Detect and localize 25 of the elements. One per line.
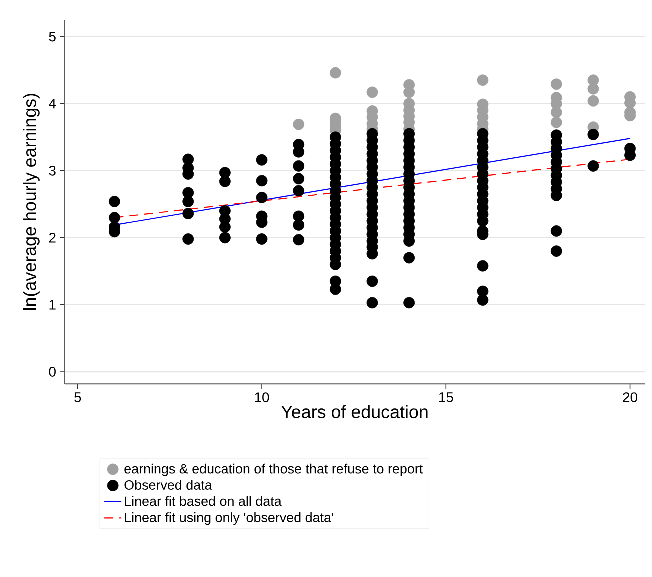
point bbox=[477, 74, 489, 86]
legend-label: earnings & education of those that refuse to report bbox=[124, 464, 424, 476]
point bbox=[588, 95, 600, 107]
x-axis-title: Years of education bbox=[281, 405, 428, 418]
point bbox=[550, 116, 562, 128]
y-tick-label: 5 bbox=[49, 32, 56, 42]
point bbox=[550, 106, 562, 118]
point bbox=[293, 118, 305, 130]
x-tick-label: 20 bbox=[623, 392, 638, 402]
y-tick-label: 3 bbox=[49, 166, 56, 176]
legend-label: Observed data bbox=[124, 480, 212, 490]
x-tick-label: 5 bbox=[74, 392, 82, 402]
legend-label: Linear fit using only 'observed data' bbox=[125, 512, 334, 526]
point bbox=[330, 67, 342, 79]
x-tick-label: 10 bbox=[255, 392, 270, 402]
y-tick-label: 1 bbox=[50, 300, 56, 310]
x-tick-label: 15 bbox=[439, 392, 454, 402]
point bbox=[588, 83, 600, 95]
y-tick-label: 4 bbox=[49, 99, 56, 109]
y-tick-label: 0 bbox=[49, 367, 56, 377]
y-tick-label: 2 bbox=[49, 233, 56, 243]
point bbox=[550, 78, 562, 90]
point bbox=[366, 86, 378, 98]
legend-label: Linear fit based on all data bbox=[125, 496, 282, 506]
y-axis-title: ln(average hourly earnings) bbox=[23, 94, 40, 310]
